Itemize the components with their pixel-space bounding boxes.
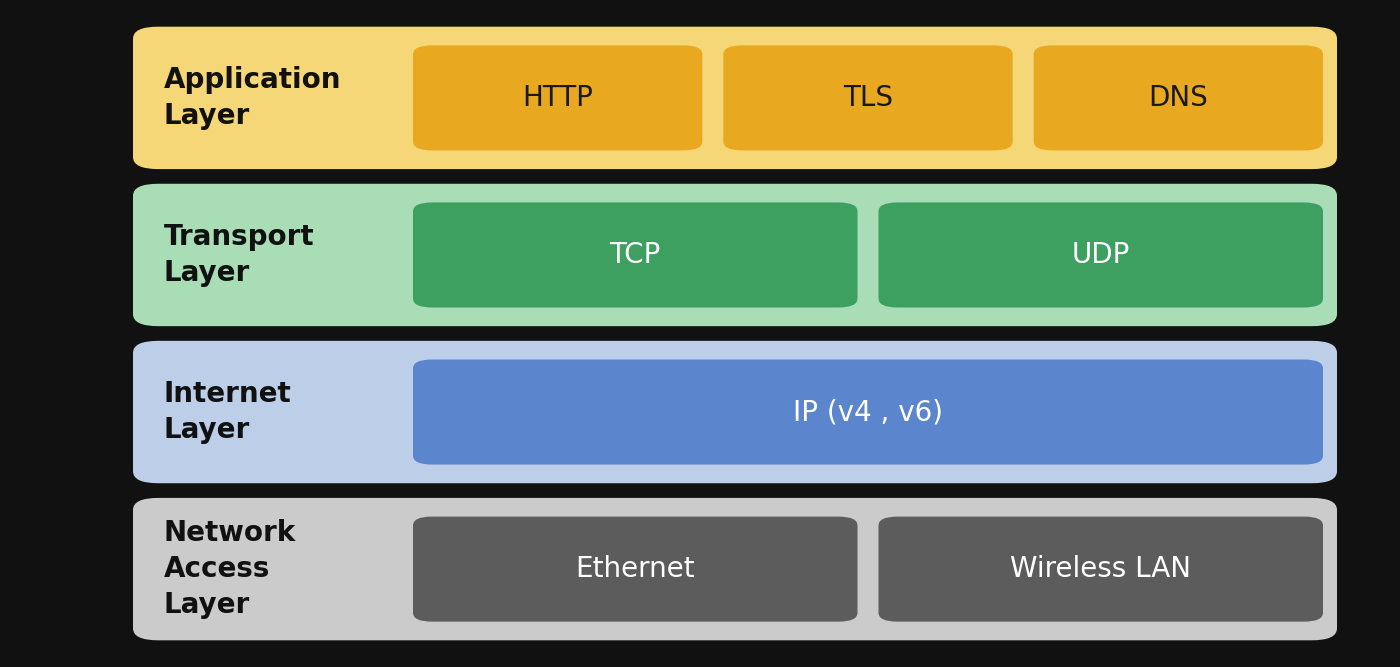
Text: Transport
Layer: Transport Layer [164, 223, 315, 287]
FancyBboxPatch shape [413, 516, 857, 622]
Text: UDP: UDP [1071, 241, 1130, 269]
Text: Network
Access
Layer: Network Access Layer [164, 520, 295, 619]
Text: TLS: TLS [843, 84, 893, 112]
FancyBboxPatch shape [879, 203, 1323, 307]
FancyBboxPatch shape [133, 341, 1337, 483]
Text: Application
Layer: Application Layer [164, 66, 342, 130]
Text: Internet
Layer: Internet Layer [164, 380, 291, 444]
FancyBboxPatch shape [133, 27, 1337, 169]
Text: IP (v4 , v6): IP (v4 , v6) [792, 398, 944, 426]
FancyBboxPatch shape [413, 45, 703, 151]
FancyBboxPatch shape [879, 516, 1323, 622]
Text: Wireless LAN: Wireless LAN [1011, 555, 1191, 583]
Text: TCP: TCP [609, 241, 661, 269]
FancyBboxPatch shape [1033, 45, 1323, 151]
Text: HTTP: HTTP [522, 84, 594, 112]
FancyBboxPatch shape [413, 203, 857, 307]
Text: Ethernet: Ethernet [575, 555, 694, 583]
FancyBboxPatch shape [133, 498, 1337, 640]
FancyBboxPatch shape [413, 360, 1323, 464]
FancyBboxPatch shape [724, 45, 1012, 151]
FancyBboxPatch shape [133, 184, 1337, 326]
Text: DNS: DNS [1148, 84, 1208, 112]
